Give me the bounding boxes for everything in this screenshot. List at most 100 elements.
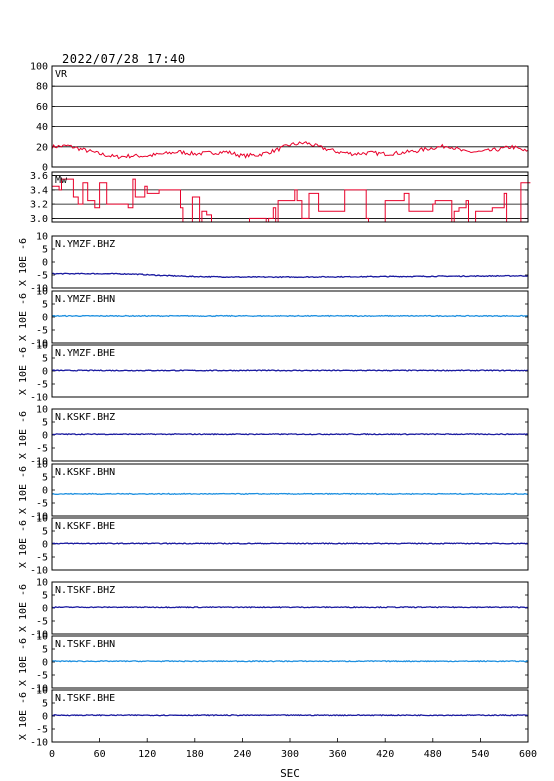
y-tick-label: 60 xyxy=(36,102,48,113)
y-tick-label: 0 xyxy=(42,431,48,442)
y-tick-label: 5 xyxy=(42,699,48,710)
y-tick-label: -5 xyxy=(36,380,48,391)
y-tick-label: 5 xyxy=(42,473,48,484)
x-tick-label: 600 xyxy=(519,749,537,760)
panel-n-ymzf-bhn: -10 -5 0 5 10 N.YMZF.BHN X 10E -6 xyxy=(18,287,529,350)
figure-datetime: 2022/07/28 17:40 xyxy=(62,52,186,66)
y-tick-label: -5 xyxy=(36,553,48,564)
x-tick-label: 60 xyxy=(94,749,106,760)
y-tick-label: 0 xyxy=(42,486,48,497)
series-line xyxy=(51,369,529,372)
y-tick-label: 10 xyxy=(36,632,48,643)
panel-label: N.KSKF.BHE xyxy=(55,521,115,532)
panel-frame xyxy=(51,171,529,223)
panel-frame xyxy=(51,235,529,289)
panel-label: N.KSKF.BHZ xyxy=(55,412,115,423)
panel-mw: 3.0 3.2 3.4 3.6 Mw xyxy=(30,171,531,225)
y-tick-label: 100 xyxy=(30,62,48,73)
y-tick-label: -5 xyxy=(36,671,48,682)
y-axis-label: X 10E -6 xyxy=(18,411,29,459)
y-tick-label: 40 xyxy=(36,122,48,133)
y-tick-label: 10 xyxy=(36,686,48,697)
y-tick-label: 10 xyxy=(36,578,48,589)
y-tick-label: 5 xyxy=(42,418,48,429)
y-tick-label: -10 xyxy=(30,393,48,404)
x-tick-label: 240 xyxy=(233,749,251,760)
x-tick-label: 480 xyxy=(424,749,442,760)
y-tick-label: 5 xyxy=(42,245,48,256)
y-tick-label: -5 xyxy=(36,499,48,510)
y-axis-label: X 10E -6 xyxy=(18,638,29,686)
panel-label: N.KSKF.BHN xyxy=(55,467,115,478)
panel-n-kskf-bhe: -10 -5 0 5 10 N.KSKF.BHE X 10E -6 xyxy=(18,514,529,577)
y-tick-label: 0 xyxy=(42,604,48,615)
panel-frame xyxy=(51,344,529,398)
panel-n-tskf-bhn: -10 -5 0 5 10 N.TSKF.BHN X 10E -6 xyxy=(18,632,529,695)
y-tick-label: 5 xyxy=(42,645,48,656)
series-line xyxy=(51,492,529,496)
series-line xyxy=(51,605,529,609)
panel-label: VR xyxy=(55,69,68,80)
y-tick-label: 0 xyxy=(42,163,48,174)
series-line xyxy=(51,272,529,279)
y-tick-label: 10 xyxy=(36,514,48,525)
panel-n-tskf-bhz: -10 -5 0 5 10 N.TSKF.BHZ X 10E -6 xyxy=(18,578,529,641)
y-tick-label: 0 xyxy=(42,367,48,378)
y-tick-label: 0 xyxy=(42,258,48,269)
y-tick-label: -10 xyxy=(30,684,48,695)
panel-n-ymzf-bhz: -10 -5 0 5 10 N.YMZF.BHZ X 10E -6 xyxy=(18,232,529,295)
y-axis-label: X 10E -6 xyxy=(18,520,29,568)
x-tick-label: 540 xyxy=(471,749,489,760)
panel-frame xyxy=(51,463,529,517)
panel-label: N.TSKF.BHN xyxy=(55,639,115,650)
y-tick-label: 3.4 xyxy=(30,185,48,196)
x-tick-label: 360 xyxy=(329,749,347,760)
y-axis-label: X 10E -6 xyxy=(18,692,29,740)
y-tick-label: 10 xyxy=(36,232,48,243)
panel-label: N.YMZF.BHN xyxy=(55,294,115,305)
panel-label: N.TSKF.BHZ xyxy=(55,585,115,596)
y-tick-label: -5 xyxy=(36,444,48,455)
x-tick-label: 0 xyxy=(49,749,55,760)
y-tick-label: 0 xyxy=(42,540,48,551)
series-line xyxy=(51,141,529,160)
y-tick-label: 10 xyxy=(36,341,48,352)
y-tick-label: -5 xyxy=(36,725,48,736)
panel-n-kskf-bhn: -10 -5 0 5 10 N.KSKF.BHN X 10E -6 xyxy=(18,460,529,523)
y-tick-label: 20 xyxy=(36,142,48,153)
panel-n-kskf-bhz: -10 -5 0 5 10 N.KSKF.BHZ X 10E -6 xyxy=(18,405,529,468)
y-tick-label: -5 xyxy=(36,326,48,337)
y-tick-label: 3.2 xyxy=(30,200,48,211)
y-tick-label: -10 xyxy=(30,630,48,641)
y-tick-label: 5 xyxy=(42,527,48,538)
x-axis-title: SEC xyxy=(280,767,300,780)
y-tick-label: 0 xyxy=(42,313,48,324)
y-tick-label: -10 xyxy=(30,457,48,468)
panel-label: N.TSKF.BHE xyxy=(55,693,115,704)
panel-n-ymzf-bhe: -10 -5 0 5 10 N.YMZF.BHE X 10E -6 xyxy=(18,341,529,404)
y-tick-label: -10 xyxy=(30,566,48,577)
panel-label: Mw xyxy=(55,175,68,186)
y-tick-label: 80 xyxy=(36,82,48,93)
y-tick-label: 3.0 xyxy=(30,214,48,225)
y-axis-label: X 10E -6 xyxy=(18,466,29,514)
panel-label: N.YMZF.BHZ xyxy=(55,239,115,250)
y-tick-label: 3.6 xyxy=(30,171,48,182)
y-tick-label: -10 xyxy=(30,284,48,295)
y-tick-label: -5 xyxy=(36,617,48,628)
y-axis-label: X 10E -6 xyxy=(18,293,29,341)
y-axis-label: X 10E -6 xyxy=(18,347,29,395)
y-axis-label: X 10E -6 xyxy=(18,584,29,632)
y-tick-label: 0 xyxy=(42,712,48,723)
y-axis-label: X 10E -6 xyxy=(18,238,29,286)
y-tick-label: -10 xyxy=(30,738,48,749)
panel-frame xyxy=(51,517,529,571)
x-tick-label: 120 xyxy=(138,749,156,760)
y-tick-label: 10 xyxy=(36,460,48,471)
panel-frame xyxy=(51,635,529,689)
panel-frame xyxy=(51,290,529,344)
series-line xyxy=(51,314,529,318)
panel-vr: 0 20 40 60 80 100 VR xyxy=(30,62,529,174)
x-tick-label: 300 xyxy=(281,749,299,760)
